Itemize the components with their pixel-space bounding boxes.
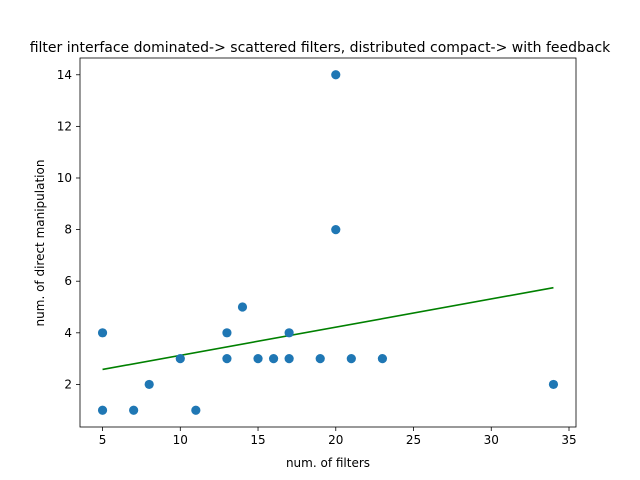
scatter-point bbox=[284, 328, 294, 338]
scatter-point bbox=[144, 379, 154, 390]
y-tick-label: 12 bbox=[57, 119, 72, 133]
scatter-point bbox=[315, 354, 325, 364]
scatter-point bbox=[191, 405, 201, 415]
scatter-point bbox=[253, 354, 263, 364]
x-tick-label: 5 bbox=[99, 433, 107, 447]
scatter-point bbox=[222, 328, 232, 338]
y-tick-label: 4 bbox=[64, 326, 72, 340]
y-tick-label: 10 bbox=[57, 171, 72, 185]
scatter-point bbox=[331, 70, 341, 80]
scatter-point bbox=[97, 328, 108, 338]
scatter-point bbox=[346, 354, 356, 364]
x-axis-label: num. of filters bbox=[286, 456, 370, 470]
x-tick-label: 30 bbox=[484, 433, 499, 447]
y-tick-label: 8 bbox=[64, 223, 72, 237]
scatter-point bbox=[237, 302, 248, 312]
scatter-point bbox=[268, 354, 279, 364]
y-tick-label: 2 bbox=[64, 377, 72, 391]
x-tick-label: 20 bbox=[328, 433, 343, 447]
x-tick-label: 15 bbox=[250, 433, 265, 447]
scatter-point bbox=[97, 405, 108, 415]
scatter-point bbox=[548, 379, 559, 390]
scatter-point bbox=[222, 354, 232, 364]
trend-line-group bbox=[102, 286, 554, 371]
scatter-point bbox=[129, 405, 139, 415]
scatter-point bbox=[377, 354, 388, 364]
scatter-points bbox=[97, 70, 559, 415]
x-tick-label: 25 bbox=[406, 433, 421, 447]
x-tick-label: 10 bbox=[173, 433, 188, 447]
axes-frame bbox=[79, 57, 577, 428]
trend-line bbox=[102, 286, 554, 371]
y-axis-label: num. of direct manipulation bbox=[33, 160, 47, 327]
x-axis-ticks: 5 10 15 20 25 30 35 bbox=[99, 427, 577, 447]
x-tick-label: 35 bbox=[561, 433, 576, 447]
scatter-point bbox=[175, 354, 185, 364]
chart-title: filter interface dominated-> scattered f… bbox=[30, 40, 611, 56]
scatter-point bbox=[284, 354, 294, 364]
scatter-point bbox=[331, 224, 341, 235]
y-tick-label: 14 bbox=[57, 68, 72, 82]
y-tick-label: 6 bbox=[64, 274, 72, 288]
y-axis-ticks: 2 4 6 8 10 12 14 bbox=[57, 68, 80, 391]
